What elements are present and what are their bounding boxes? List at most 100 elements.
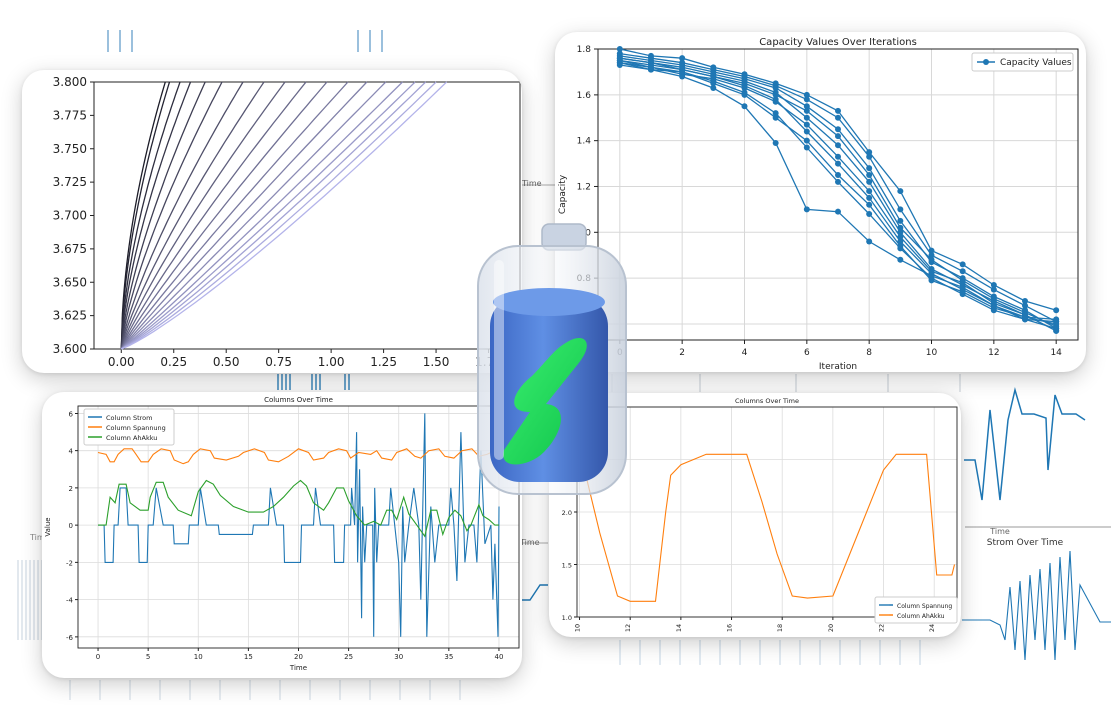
capacity-point: [990, 304, 997, 311]
capacity-point: [772, 139, 779, 146]
x-tick-label: 2: [679, 348, 685, 358]
y-tick-label: 0: [69, 522, 73, 530]
capacity-point: [835, 160, 841, 167]
capacity-line: [619, 62, 1057, 330]
y-tick-label: 2.0: [562, 509, 572, 517]
capacity-point: [803, 128, 810, 135]
legend-label: Column AhAkku: [897, 613, 945, 620]
y-axis-label: Value: [44, 517, 52, 536]
voltage-curves-card: 3.600 3.625 3.650 3.675 3.700 3.725 3.750 3.775…: [22, 70, 522, 373]
background-label: Time: [989, 527, 1010, 536]
x-tick-label: 1.50: [423, 355, 450, 369]
x-tick-label: 12: [988, 348, 999, 358]
plot-frame: [576, 406, 958, 618]
battery-cell-top: [493, 288, 605, 316]
capacity-point: [990, 282, 997, 289]
y-tick-label: -6: [66, 634, 74, 642]
capacity-point: [803, 107, 810, 114]
capacity-point: [679, 68, 686, 75]
capacity-point: [803, 114, 810, 121]
capacity-point: [616, 62, 623, 69]
y-tick-label: 2: [69, 485, 73, 493]
voltage-curve: [120, 81, 286, 350]
capacity-point: [928, 268, 935, 275]
voltage-curve: [121, 81, 437, 350]
capacity-point: [803, 206, 810, 213]
capacity-point: [772, 98, 779, 105]
x-tick-label: 14: [1050, 348, 1062, 358]
capacity-point: [803, 91, 810, 98]
y-tick-label: 3.725: [53, 175, 87, 189]
capacity-point: [990, 286, 997, 293]
capacity-point: [928, 256, 935, 263]
capacity-point: [741, 103, 748, 110]
series-line-column-strom: [98, 413, 500, 637]
capacity-point: [897, 224, 904, 231]
x-tick-label: 0.00: [108, 355, 135, 369]
capacity-line: [619, 57, 1057, 327]
capacity-point: [835, 107, 841, 114]
legend-label: Column Strom: [106, 414, 152, 422]
y-tick-label: 4: [69, 448, 74, 456]
capacity-point: [866, 210, 873, 217]
voltage-curve: [120, 81, 244, 350]
capacity-point: [866, 149, 873, 156]
x-tick-label: 1.00: [318, 355, 345, 369]
x-axis-label: Time: [289, 664, 307, 672]
capacity-point: [835, 114, 841, 121]
voltage-curve: [120, 81, 181, 350]
capacity-point: [897, 206, 904, 213]
legend-label: Column Spannung: [106, 424, 166, 432]
y-axis-label: Capacity: [558, 174, 568, 214]
capacity-point: [772, 91, 779, 98]
capacity-line: [619, 52, 1057, 323]
x-tick-label: 0.50: [213, 355, 240, 369]
capacity-point: [959, 284, 966, 291]
x-tick-label: 40: [494, 653, 503, 661]
capacity-point: [990, 295, 997, 302]
capacity-point: [741, 91, 748, 98]
capacity-point: [866, 201, 873, 208]
y-tick-label: -4: [66, 597, 74, 605]
capacity-point: [897, 256, 904, 263]
capacity-chart: 024681012140.60.81.01.21.41.61.8Capacity…: [558, 37, 1079, 372]
capacity-chart-card: 024681012140.60.81.01.21.41.61.8Capacity…: [555, 32, 1086, 372]
x-tick-label: 1.25: [370, 355, 397, 369]
x-tick-label: 4: [742, 348, 748, 358]
voltage-curve: [120, 81, 416, 350]
capacity-point: [866, 188, 873, 195]
capacity-point: [835, 178, 841, 185]
capacity-point: [616, 57, 623, 64]
capacity-point: [803, 96, 810, 103]
capacity-point: [647, 66, 654, 73]
capacity-point: [897, 217, 904, 224]
capacity-point: [866, 165, 873, 172]
capacity-point: [897, 243, 904, 250]
capacity-point: [835, 208, 841, 215]
voltage-curve: [120, 81, 307, 350]
background-label: Time: [29, 533, 50, 542]
series-line-column-spannung: [97, 448, 500, 465]
voltage-curves-chart: 3.600 3.625 3.650 3.675 3.700 3.725 3.750 3.775…: [53, 75, 521, 369]
x-tick-label: 0.75: [265, 355, 292, 369]
series-line-column-ahakku: [98, 479, 499, 538]
voltage-curve: [120, 81, 387, 350]
capacity-point: [866, 194, 873, 201]
voltage-curve: [120, 81, 265, 350]
capacity-point: [710, 75, 717, 82]
columns-over-time-chart: 0 5 10 15 20 25 30 35 40 -6 -4 -2 0 2 4 6 Columns Over T…: [44, 396, 520, 672]
y-tick-label: 1.2: [577, 182, 591, 192]
capacity-point: [835, 142, 841, 149]
capacity-point: [772, 114, 779, 121]
capacity-point: [803, 103, 810, 110]
capacity-point: [1053, 320, 1060, 327]
background-label: Time: [521, 179, 542, 188]
y-tick-label: 3.700: [53, 209, 87, 223]
legend-box: [971, 52, 1074, 72]
capacity-point: [803, 144, 810, 151]
chart-title: Columns Over Time: [264, 396, 333, 404]
capacity-point: [866, 153, 873, 160]
x-tick-label: 15: [244, 653, 253, 661]
capacity-point: [959, 288, 966, 295]
plot-frame: [77, 405, 520, 649]
